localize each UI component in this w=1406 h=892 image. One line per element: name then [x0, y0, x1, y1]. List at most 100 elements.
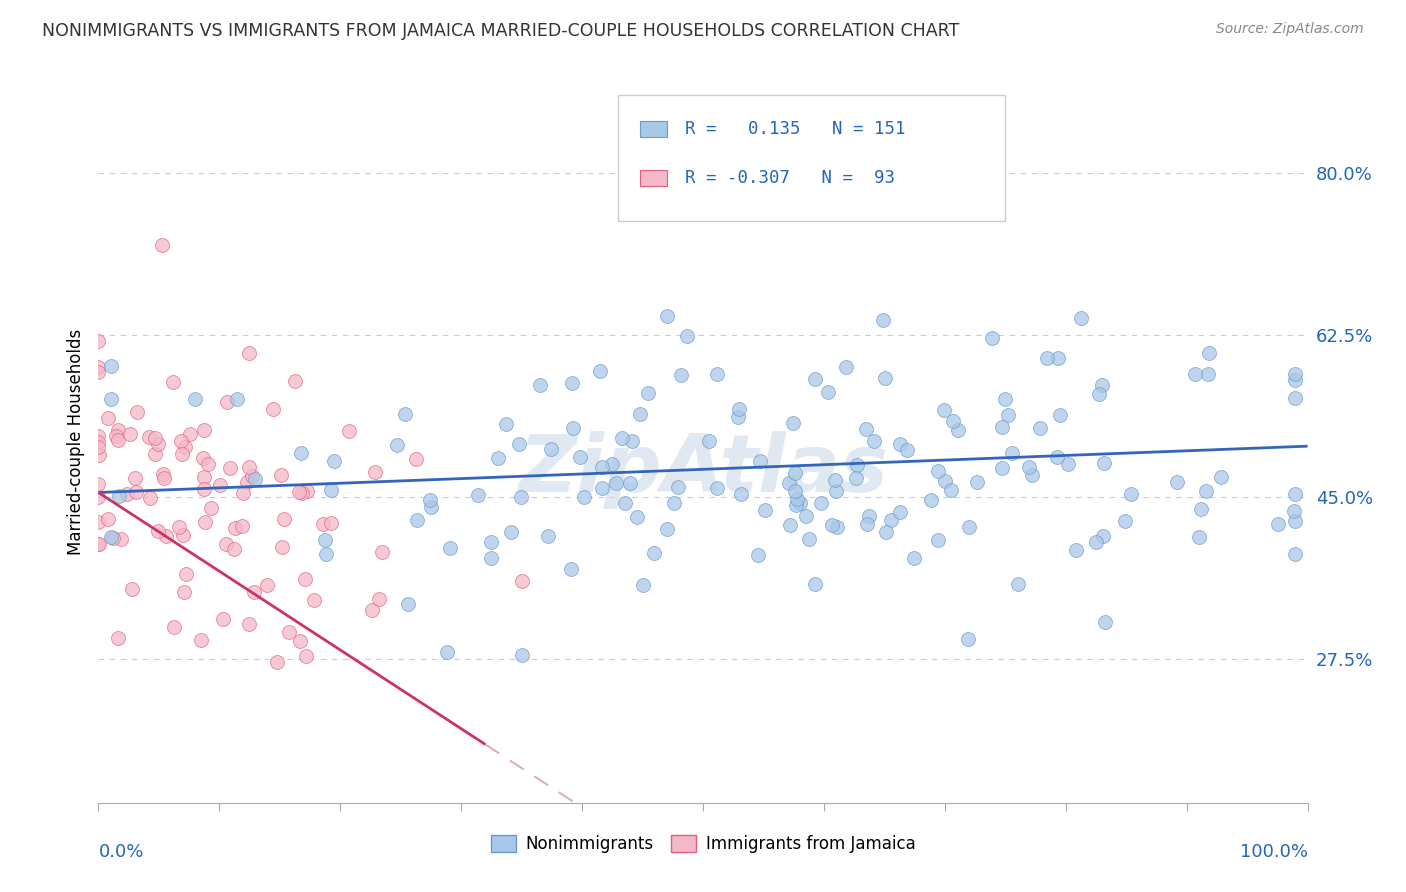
Point [873, 371, 896, 385]
Point [322, 454, 344, 468]
Point [337, 424, 360, 438]
Point [162, 619, 184, 633]
Point [87, 429, 110, 443]
Legend: Nonimmigrants, Immigrants from Jamaica: Nonimmigrants, Immigrants from Jamaica [484, 828, 922, 860]
FancyBboxPatch shape [640, 169, 666, 186]
Point [730, 487, 752, 501]
Point [170, 447, 193, 461]
Point [193, 482, 215, 496]
Text: R =   0.135   N = 151: R = 0.135 N = 151 [685, 120, 905, 138]
Point [295, 484, 318, 499]
Point [628, 407, 651, 421]
Text: NONIMMIGRANTS VS IMMIGRANTS FROM JAMAICA MARRIED-COUPLE HOUSEHOLDS CORRELATION C: NONIMMIGRANTS VS IMMIGRANTS FROM JAMAICA… [42, 22, 959, 40]
Point [107, 631, 129, 645]
Point [179, 427, 201, 442]
Point [107, 434, 129, 448]
Point [1092, 529, 1115, 543]
Point [125, 485, 148, 500]
Point [87, 435, 110, 450]
Point [671, 368, 693, 383]
Point [1284, 487, 1306, 501]
Point [499, 524, 522, 539]
Point [631, 578, 654, 592]
Point [643, 546, 665, 560]
Point [810, 496, 832, 510]
Point [1284, 547, 1306, 561]
Point [1087, 387, 1109, 401]
Point [835, 360, 858, 375]
Point [217, 394, 239, 409]
Point [371, 545, 394, 559]
Point [231, 519, 253, 533]
Point [591, 459, 613, 474]
Point [749, 454, 772, 468]
Point [277, 624, 299, 639]
Point [87, 365, 110, 379]
Point [1284, 391, 1306, 405]
Point [315, 547, 337, 561]
Point [118, 427, 141, 442]
Point [605, 476, 627, 491]
Point [87, 490, 110, 504]
Point [212, 612, 235, 626]
Point [97, 411, 120, 425]
Point [290, 445, 312, 459]
Point [782, 417, 804, 431]
Point [197, 457, 219, 471]
Point [222, 541, 245, 556]
Point [100, 392, 122, 407]
Point [87, 448, 110, 462]
Point [238, 460, 260, 475]
Point [319, 516, 342, 531]
Point [994, 392, 1017, 406]
Point [1195, 484, 1218, 499]
Point [87, 476, 110, 491]
Point [87, 360, 110, 375]
Point [138, 491, 160, 505]
Y-axis label: Married-couple Households: Married-couple Households [66, 328, 84, 555]
Point [200, 501, 222, 516]
Point [980, 331, 1002, 345]
Point [420, 500, 443, 514]
Point [796, 509, 818, 524]
Point [162, 375, 184, 389]
Point [125, 405, 148, 419]
Point [87, 537, 110, 551]
Point [256, 578, 278, 592]
Point [920, 493, 942, 508]
Point [170, 434, 193, 449]
Point [479, 550, 502, 565]
Point [406, 513, 429, 527]
Point [614, 495, 637, 509]
Point [728, 401, 751, 416]
Point [754, 503, 776, 517]
Point [436, 645, 458, 659]
Point [934, 474, 956, 488]
Point [824, 473, 846, 487]
Point [510, 648, 533, 663]
Point [495, 417, 517, 432]
Text: Source: ZipAtlas.com: Source: ZipAtlas.com [1216, 22, 1364, 37]
Point [304, 592, 326, 607]
Point [706, 481, 728, 495]
FancyBboxPatch shape [619, 95, 1005, 221]
Point [190, 632, 212, 647]
Point [626, 509, 648, 524]
Text: 0.0%: 0.0% [98, 843, 143, 861]
Point [804, 372, 827, 386]
Point [396, 597, 419, 611]
Point [107, 424, 129, 438]
Point [537, 529, 560, 543]
Point [706, 368, 728, 382]
Point [600, 457, 623, 471]
Point [540, 442, 562, 456]
Point [662, 495, 685, 509]
Point [875, 525, 897, 540]
Point [778, 475, 800, 490]
Point [290, 633, 312, 648]
Point [148, 524, 170, 538]
Point [439, 541, 461, 555]
Point [262, 401, 284, 416]
Point [825, 483, 848, 498]
Point [991, 420, 1014, 434]
